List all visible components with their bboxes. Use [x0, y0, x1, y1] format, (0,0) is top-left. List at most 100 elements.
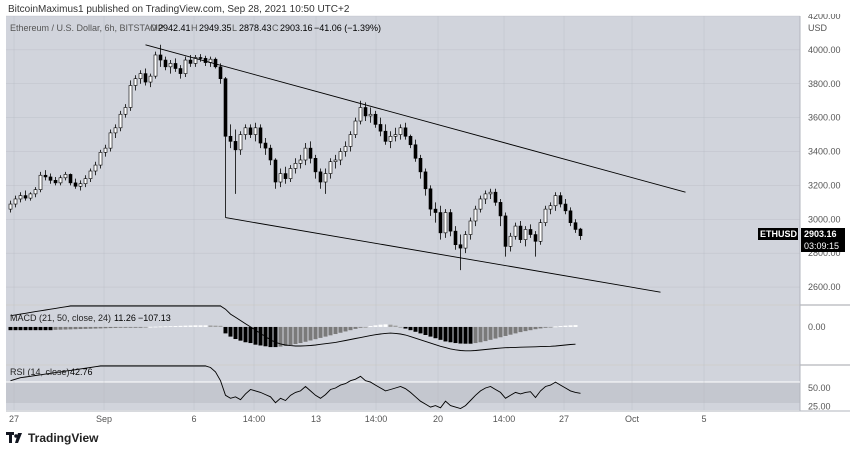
macd-histogram-bar — [453, 326, 458, 344]
candle-body — [43, 174, 48, 178]
macd-histogram-bar — [393, 325, 398, 327]
candle-body — [13, 198, 18, 205]
macd-histogram-bar — [418, 326, 423, 334]
candle-body — [153, 54, 158, 77]
main-legend: Ethereum / U.S. Dollar, 6h, BITSTAMP — [10, 23, 164, 33]
candle-body — [83, 178, 88, 185]
candle-body — [293, 163, 298, 169]
close-value: 2903.16 — [280, 23, 313, 33]
candle-body — [323, 173, 328, 183]
candle-body — [428, 188, 433, 210]
macd-legend: MACD (21, 50, close, 24) — [10, 313, 111, 323]
macd-histogram-bar — [238, 326, 243, 341]
candle-body — [493, 191, 498, 203]
candle-body — [148, 75, 153, 83]
macd-histogram-bar — [433, 326, 438, 339]
candle-body — [548, 205, 553, 210]
footer: TradingView — [6, 431, 98, 445]
grid-lines — [6, 15, 800, 410]
time-tick-label: Sep — [96, 414, 112, 424]
macd-histogram-bar — [313, 326, 318, 340]
candle-body — [388, 135, 393, 142]
macd-histogram-bar — [423, 326, 428, 335]
candle-body — [448, 212, 453, 232]
macd-histogram-bar — [323, 326, 328, 337]
candle-body — [433, 208, 438, 213]
macd-histogram-bar — [218, 325, 223, 327]
candle-body — [108, 132, 113, 149]
time-tick-label: 27 — [9, 414, 19, 424]
macd-histogram-bar — [438, 326, 443, 340]
price-pane[interactable] — [6, 16, 800, 304]
macd-histogram-bar — [93, 326, 98, 329]
macd-histogram-bar — [173, 325, 178, 327]
candle-body — [528, 229, 533, 235]
macd-histogram-bar — [48, 326, 53, 331]
candle-body — [498, 202, 503, 217]
macd-histogram-bar — [503, 326, 508, 336]
macd-histogram-bar — [168, 326, 173, 327]
macd-histogram-bar — [378, 324, 383, 327]
candle-body — [403, 127, 408, 137]
candle-body — [353, 120, 358, 135]
candle-body — [303, 147, 308, 161]
macd-histogram-bar — [143, 326, 148, 328]
macd-histogram-bar — [458, 326, 463, 344]
macd-histogram-bar — [348, 326, 353, 331]
macd-histogram-bar — [33, 326, 38, 331]
candle-body — [363, 107, 368, 117]
open-value: 2942.41 — [158, 23, 191, 33]
candle-body — [243, 127, 248, 135]
candle-body — [508, 235, 513, 247]
close-label: C — [272, 23, 279, 33]
macd-pane[interactable] — [6, 306, 800, 364]
candle-body — [33, 189, 38, 195]
macd-histogram-bar — [278, 326, 283, 347]
time-tick-label: 14:00 — [365, 414, 388, 424]
macd-histogram-bar — [483, 326, 488, 342]
rsi-tick-label: 25.00 — [808, 401, 831, 411]
candle-body — [63, 174, 68, 179]
price-tick-label: 3400.00 — [808, 147, 841, 157]
candle-body — [233, 141, 238, 151]
candle-body — [578, 228, 583, 236]
candle-body — [8, 203, 13, 210]
candle-body — [283, 173, 288, 179]
candle-body — [68, 174, 73, 184]
macd-histogram-bar — [38, 326, 43, 331]
candle-body — [138, 73, 143, 79]
candle-body — [478, 198, 483, 210]
macd-histogram-bar — [118, 326, 123, 328]
macd-histogram-bar — [403, 326, 408, 329]
macd-histogram-bar — [563, 325, 568, 327]
macd-histogram-bar — [548, 326, 553, 328]
price-tick-label: 3600.00 — [808, 113, 841, 123]
candle-body — [88, 170, 93, 179]
macd-histogram-bar — [113, 326, 118, 328]
candle-body — [113, 127, 118, 134]
macd-histogram-bar — [228, 326, 233, 337]
macd-histogram-bar — [298, 326, 303, 344]
candle-body — [438, 212, 443, 234]
candle-body — [458, 244, 463, 249]
candle-body — [523, 229, 528, 240]
price-tick-label: 2600.00 — [808, 282, 841, 292]
macd-histogram-bar — [328, 326, 333, 336]
candle-body — [23, 195, 28, 199]
macd-histogram-bar — [413, 326, 418, 332]
rsi-group — [10, 365, 581, 409]
macd-histogram-bar — [358, 326, 363, 328]
candle-body — [213, 58, 218, 68]
trading-chart[interactable]: 2600.00 2800.00 3000.00 3200.00 3400.00 3600.… — [0, 14, 850, 430]
tradingview-brand[interactable]: TradingView — [28, 431, 99, 445]
macd-histogram-bar — [178, 325, 183, 327]
time-tick-label: 20 — [433, 414, 443, 424]
open-label: O — [150, 23, 157, 33]
macd-histogram-bar — [208, 325, 213, 327]
candle-body — [538, 222, 543, 242]
low-value: 2878.43 — [239, 23, 272, 33]
candle-body — [408, 135, 413, 146]
macd-histogram-bar — [248, 326, 253, 344]
macd-histogram-bar — [253, 326, 258, 345]
candle-body — [568, 210, 573, 223]
